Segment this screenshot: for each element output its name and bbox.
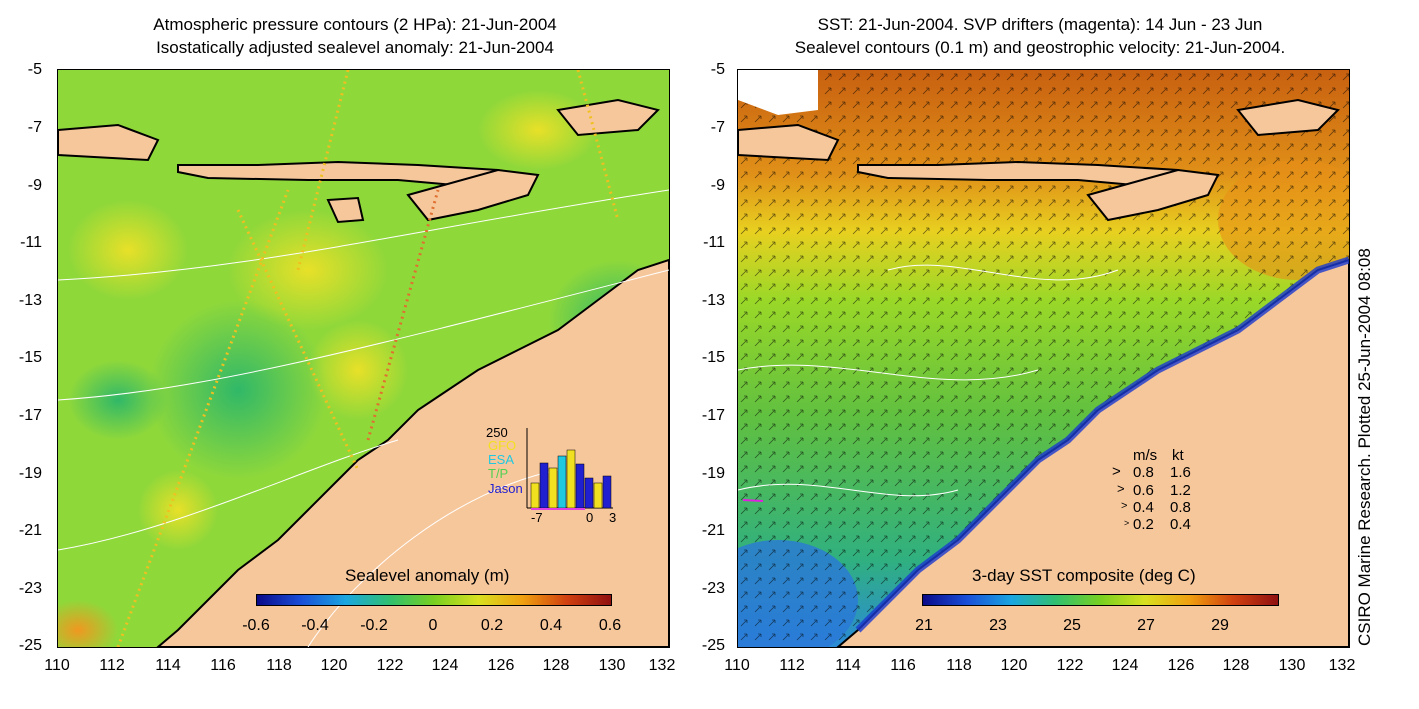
left-title-line1: Atmospheric pressure contours (2 HPa): 2…: [153, 15, 557, 34]
right-colorbar-label: 21: [915, 617, 933, 634]
right-y-tick: -9: [710, 177, 725, 194]
right-colorbar-label: 29: [1211, 617, 1229, 634]
velocity-kt-value: 0.8: [1170, 499, 1191, 516]
velocity-arrow-icon: >: [1112, 463, 1121, 480]
left-x-tick: 110: [44, 657, 70, 674]
inset-x-label: 0: [586, 510, 594, 525]
left-x-tick: 124: [431, 657, 459, 674]
left-y-tick: -17: [18, 407, 42, 424]
left-x-tick: 122: [376, 657, 404, 674]
inset-legend-jason: Jason: [488, 481, 523, 496]
left-colorbar-label: 0: [428, 617, 438, 634]
right-map: [737, 69, 1350, 648]
right-x-tick: 118: [946, 657, 972, 674]
right-x-tick: 132: [1328, 657, 1356, 674]
left-colorbar-label: -0.4: [301, 617, 329, 634]
right-x-tick: 124: [1111, 657, 1139, 674]
left-x-tick: 120: [320, 657, 348, 674]
left-colorbar-title: Sealevel anomaly (m): [345, 566, 510, 585]
inset-x-label: -7: [531, 510, 543, 525]
right-x-tick: 122: [1056, 657, 1084, 674]
left-y-tick: -15: [18, 349, 42, 366]
velocity-arrow-icon: >: [1117, 481, 1125, 496]
left-y-tick: -11: [20, 234, 42, 251]
velocity-ms-value: 0.4: [1133, 499, 1154, 516]
velocity-header-ms: m/s: [1133, 447, 1158, 464]
right-title-line2: Sealevel contours (0.1 m) and geostrophi…: [794, 38, 1286, 57]
right-x-tick: 130: [1278, 657, 1306, 674]
left-x-tick: 128: [542, 657, 570, 674]
inset-histogram: [526, 428, 613, 510]
right-y-tick: -7: [710, 119, 725, 136]
left-x-tick: 132: [648, 657, 676, 674]
left-x-tick: 130: [598, 657, 626, 674]
left-map-graphic: [58, 70, 669, 647]
left-title-line2: Isostatically adjusted sealevel anomaly:…: [156, 38, 554, 57]
left-y-tick: -13: [18, 292, 42, 309]
left-x-tick: 118: [266, 657, 292, 674]
left-colorbar-label: 0.4: [539, 617, 563, 634]
left-x-tick: 126: [487, 657, 515, 674]
right-colorbar-label: 27: [1137, 617, 1155, 634]
left-colorbar: [256, 594, 612, 606]
velocity-ms-value: 0.8: [1133, 464, 1154, 481]
right-y-tick: -21: [701, 522, 725, 539]
right-map-graphic: [738, 70, 1349, 647]
right-y-tick: -25: [701, 637, 725, 654]
left-colorbar-label: 0.6: [598, 617, 622, 634]
left-colorbar-label: 0.2: [480, 617, 504, 634]
velocity-kt-value: 1.2: [1170, 482, 1191, 499]
inset-ymax: 250: [486, 425, 508, 440]
left-map: [57, 69, 670, 648]
right-colorbar-label: 25: [1063, 617, 1081, 634]
left-y-tick: -7: [27, 119, 42, 136]
inset-legend-tp: T/P: [488, 466, 509, 481]
velocity-kt-value: 1.6: [1170, 464, 1191, 481]
inset-legend-gfo: GFO: [488, 438, 517, 453]
credit-text: CSIRO Marine Research. Plotted 25-Jun-20…: [1355, 248, 1374, 646]
left-y-tick: -19: [18, 465, 42, 482]
right-x-tick: 110: [724, 657, 750, 674]
velocity-header-kt: kt: [1172, 447, 1184, 464]
left-y-tick: -5: [27, 61, 42, 78]
right-x-tick: 120: [1000, 657, 1028, 674]
left-y-tick: -9: [27, 177, 42, 194]
left-y-tick: -21: [18, 522, 42, 539]
velocity-kt-value: 0.4: [1170, 516, 1191, 533]
right-colorbar: [922, 594, 1279, 606]
left-x-tick: 116: [210, 657, 236, 674]
right-colorbar-label: 23: [989, 617, 1007, 634]
right-y-tick: -13: [701, 292, 725, 309]
left-colorbar-label: -0.6: [242, 617, 270, 634]
left-colorbar-label: -0.2: [360, 617, 388, 634]
left-y-tick: -25: [18, 637, 42, 654]
velocity-ms-value: 0.2: [1133, 516, 1154, 533]
right-y-tick: -17: [701, 407, 725, 424]
right-y-tick: -19: [701, 465, 725, 482]
right-colorbar-title: 3-day SST composite (deg C): [972, 566, 1196, 585]
left-y-tick: -23: [18, 580, 42, 597]
inset-legend-esa: ESA: [488, 452, 515, 467]
right-x-tick: 116: [890, 657, 916, 674]
right-x-tick: 128: [1222, 657, 1250, 674]
velocity-arrow-icon: >: [1124, 518, 1130, 528]
velocity-arrow-icon: >: [1121, 500, 1128, 512]
left-x-tick: 114: [155, 657, 181, 674]
right-x-tick: 126: [1167, 657, 1195, 674]
right-x-tick: 112: [779, 657, 805, 674]
right-x-tick: 114: [835, 657, 861, 674]
left-x-tick: 112: [99, 657, 125, 674]
velocity-ms-value: 0.6: [1133, 482, 1154, 499]
right-y-tick: -15: [701, 349, 725, 366]
inset-x-label: 3: [609, 510, 617, 525]
right-title-line1: SST: 21-Jun-2004. SVP drifters (magenta)…: [817, 15, 1263, 34]
right-y-tick: -5: [710, 61, 725, 78]
right-y-tick: -11: [703, 234, 725, 251]
right-y-tick: -23: [701, 580, 725, 597]
